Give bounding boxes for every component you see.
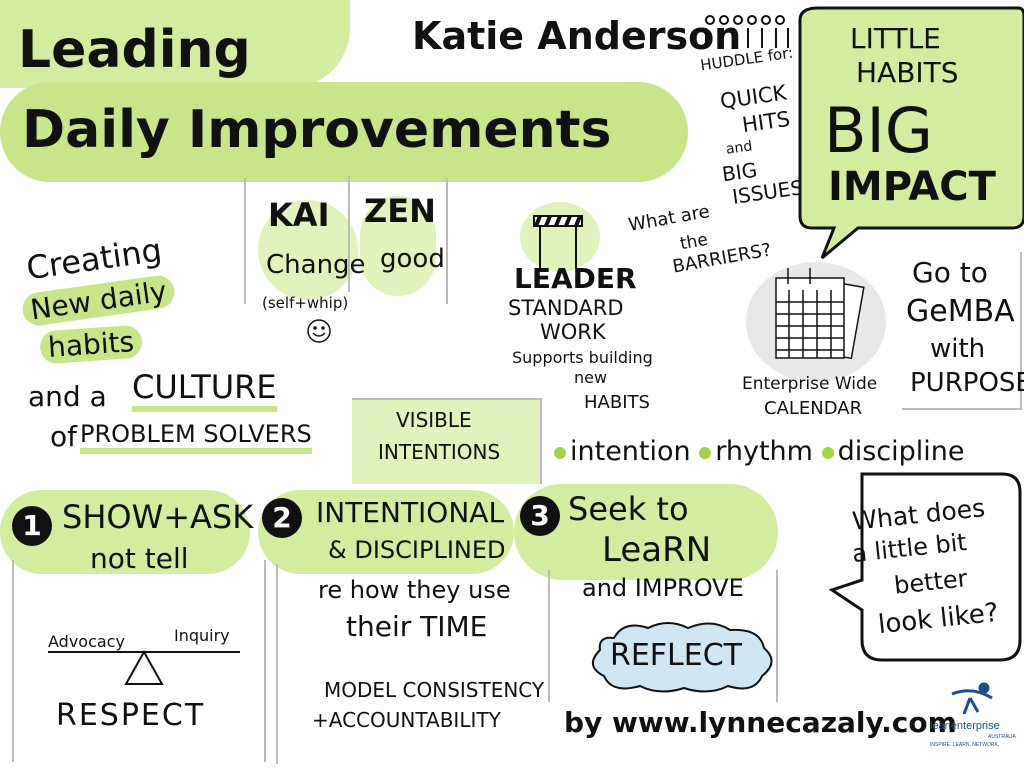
gemba-frame [902, 252, 1022, 410]
kaizen-kai: KAI [268, 196, 330, 234]
s1-number: 1 [12, 506, 52, 546]
s3-number: 3 [520, 496, 560, 536]
gemba-l3: with [930, 334, 986, 364]
title-line2: Daily Improvements [22, 100, 612, 160]
kaizen-change: Change [266, 250, 366, 280]
people-icon [702, 10, 792, 55]
habits-problem-solvers: PROBLEM SOLVERS [80, 420, 312, 454]
ird-intention: intention [570, 436, 691, 467]
calendar-icon [770, 262, 870, 376]
s1-advocacy: Advocacy [48, 632, 125, 651]
s3-blob [514, 484, 778, 580]
leader-l4: Supports building [512, 348, 653, 367]
ird-row: intention rhythm discipline [554, 436, 964, 467]
visible-intentions-box: VISIBLE INTENTIONS [352, 398, 542, 484]
kai-blob [258, 200, 358, 300]
visible-l2: INTENTIONS [378, 440, 501, 464]
habits-and-a: and a [28, 380, 107, 413]
s2-l4: their TIME [346, 610, 488, 643]
ird-rhythm: rhythm [715, 436, 813, 467]
kaizen-self-whip: (self+whip) [262, 294, 349, 312]
s3-frame [548, 570, 778, 702]
reflect-cloud: REFLECT [584, 618, 780, 696]
leader-l1: LEADER [514, 262, 637, 295]
bullet-dot [699, 446, 712, 459]
huddle-hits: HITS [740, 106, 792, 138]
seesaw-icon [44, 644, 244, 694]
title-blob-top [0, 0, 350, 88]
leader-l3: WORK [540, 320, 606, 344]
visible-l1: VISIBLE [396, 408, 472, 432]
s3-l1: Seek to [568, 490, 689, 528]
leader-l2: STANDARD [508, 296, 624, 320]
s1-l1: SHOW+ASK [62, 498, 254, 536]
barrier-icon [528, 210, 588, 274]
title-line1: Leading [18, 20, 251, 80]
s1-inquiry: Inquiry [174, 626, 230, 645]
title-blob-main [0, 82, 688, 182]
s1-respect: RESPECT [56, 698, 206, 733]
question-bubble: What does a little bit better look like? [822, 470, 1024, 668]
logo-tagline: INSPIRE. LEARN. NETWORK. [930, 742, 1000, 748]
gemba-l4: PURPOSE [910, 368, 1024, 398]
kaizen-divider [348, 176, 350, 292]
s3-reflect: REFLECT [610, 638, 742, 673]
s2-frame [276, 564, 278, 764]
calendar-l2: CALENDAR [764, 398, 863, 419]
zen-blob [360, 196, 436, 296]
habits-of: of [50, 420, 77, 453]
s2-l2: & DISCIPLINED [328, 536, 506, 564]
big-impact-little: LITTLE [850, 22, 941, 55]
s1-frame [12, 560, 266, 762]
s2-l5: MODEL CONSISTENCY [324, 678, 545, 702]
s3-l2: LeaRN [602, 530, 712, 570]
habits-culture: CULTURE [132, 368, 277, 412]
logo-name: leanenterprise [930, 720, 1000, 732]
kaizen-good: good [380, 244, 445, 274]
lean-enterprise-logo: leanenterprise AUSTRALIA INSPIRE. LEARN.… [924, 680, 1024, 760]
s2-l1: INTENTIONAL [316, 496, 505, 529]
s2-l3: re how they use [318, 576, 511, 604]
big-impact-big: BIG [824, 94, 933, 167]
leader-l5: new [574, 368, 608, 387]
s3-byline: by www.lynnecazaly.com [564, 706, 957, 739]
gemba-l2: GeMBA [906, 294, 1015, 329]
author: Katie Anderson [412, 14, 742, 58]
big-impact-bubble: LITTLE HABITS BIG IMPACT [798, 6, 1024, 260]
calendar-l1: Enterprise Wide [742, 374, 878, 394]
big-impact-habits: HABITS [856, 56, 959, 89]
gemba-l1: Go to [912, 256, 988, 289]
ird-discipline: discipline [837, 436, 965, 467]
s2-blob [258, 490, 514, 574]
kaizen-frame [244, 178, 448, 304]
leader-l6: HABITS [584, 392, 650, 413]
smiley-icon [306, 318, 332, 348]
s2-number: 2 [262, 498, 302, 538]
bullet-dot [554, 446, 566, 459]
leader-blob [520, 202, 600, 272]
s3-l3: and IMPROVE [582, 574, 744, 602]
s2-l6: +ACCOUNTABILITY [312, 708, 501, 732]
huddle-and: and [725, 138, 754, 158]
s1-l2: not tell [90, 542, 189, 575]
logo-sub: AUSTRALIA [988, 734, 1016, 740]
big-impact-impact: IMPACT [828, 164, 996, 210]
kaizen-zen: ZEN [364, 192, 436, 230]
habits-habits: habits [38, 324, 144, 365]
bullet-dot [821, 446, 834, 459]
